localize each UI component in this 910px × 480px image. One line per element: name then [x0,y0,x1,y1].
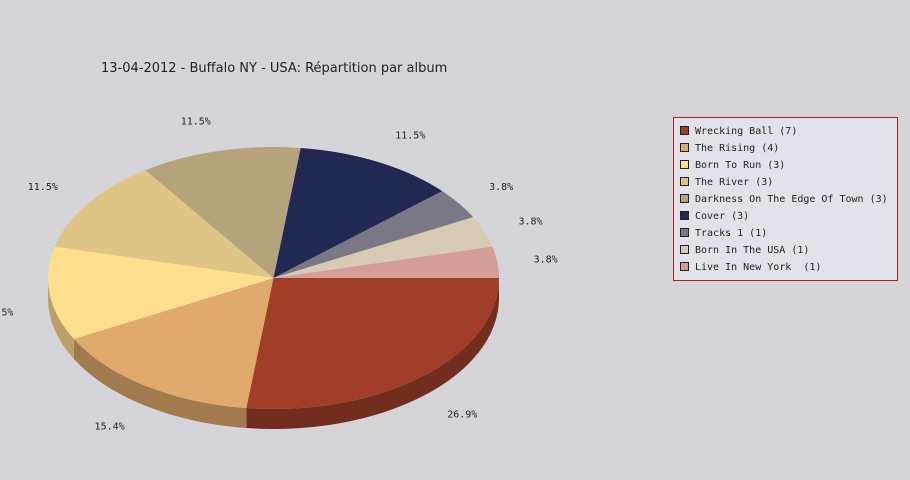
slice-percent-label: 11.5% [0,308,13,319]
legend-item: Live In New York (1) [680,261,821,275]
pie-slice-8 [273,246,499,278]
pie-slice-2 [47,246,274,339]
pie-slice-1 [73,278,274,409]
legend-label: The River (3) [695,177,774,188]
chart-title: 13-04-2012 - Buffalo NY - USA: Répartiti… [101,61,448,76]
pie-slice-4 [145,147,301,278]
slice-percent-label: 11.5% [28,182,58,193]
legend-swatch [680,143,689,152]
legend-item: Wrecking Ball (7) [680,125,797,139]
legend-item: Born In The USA (1) [680,244,809,258]
pie-slice-0 [246,278,499,409]
pie-slice-side-2 [48,278,74,359]
slice-percent-label: 3.8% [489,182,513,193]
legend-label: Born In The USA (1) [695,245,810,256]
legend-swatch [680,160,689,169]
legend-label: Wrecking Ball (7) [695,126,798,137]
legend-swatch [680,245,689,254]
slice-percent-label: 11.5% [181,117,211,128]
slice-percent-label: 3.8% [518,217,542,228]
legend-swatch [680,211,689,220]
pie-slice-5 [273,147,443,278]
legend-swatch [680,177,689,186]
legend-label: Born To Run (3) [695,160,786,171]
slice-percent-label: 15.4% [95,421,125,432]
chart-legend: Wrecking Ball (7) The Rising (4) Born To R… [673,117,898,281]
legend-item: Darkness On The Edge Of Town (3) [680,193,888,207]
pie-slice-3 [54,170,274,278]
pie-slice-side-0 [246,278,499,430]
legend-label: Darkness On The Edge Of Town (3) [695,194,888,205]
legend-swatch [680,228,689,237]
pie-slice-7 [273,217,493,278]
slice-percent-label: 26.9% [447,409,477,420]
legend-swatch [680,126,689,135]
legend-item: Born To Run (3) [680,159,785,173]
legend-label: Cover (3) [695,211,750,222]
legend-label: The Rising (4) [695,143,780,154]
legend-swatch [680,262,689,271]
slice-percent-label: 11.5% [395,131,425,142]
legend-swatch [680,194,689,203]
legend-item: The River (3) [680,176,773,190]
legend-item: Cover (3) [680,210,749,224]
legend-item: The Rising (4) [680,142,779,156]
pie-slice-side-1 [73,338,247,429]
legend-label: Tracks 1 (1) [695,228,768,239]
legend-item: Tracks 1 (1) [680,227,767,241]
slice-percent-label: 3.8% [534,254,558,265]
pie-slice-6 [273,191,474,278]
legend-label: Live In New York (1) [695,262,822,273]
